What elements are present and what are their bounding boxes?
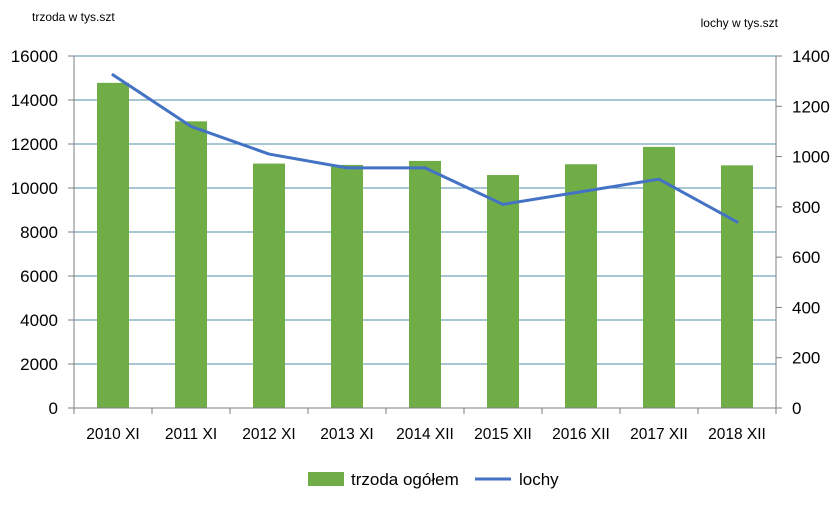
line-point — [111, 73, 115, 77]
left-axis-tick-label: 14000 — [11, 91, 58, 110]
x-axis-tick-label: 2016 XII — [552, 426, 610, 443]
line-point — [501, 202, 505, 206]
right-axis-tick-label: 600 — [792, 248, 820, 267]
line-point — [657, 177, 661, 181]
bar — [565, 164, 597, 408]
left-axis-tick-label: 4000 — [20, 311, 58, 330]
left-axis-tick-label: 10000 — [11, 179, 58, 198]
x-axis-tick-label: 2014 XII — [396, 426, 454, 443]
line-point — [423, 166, 427, 170]
right-axis-tick-label: 1400 — [792, 47, 830, 66]
bar — [643, 146, 675, 409]
bar-series — [97, 82, 753, 409]
bar — [409, 160, 441, 408]
x-axis-tick-label: 2015 XII — [474, 426, 532, 443]
left-axis-tick-label: 12000 — [11, 135, 58, 154]
right-axis-tick-label: 0 — [792, 399, 801, 418]
bar — [331, 164, 363, 408]
x-axis-tick-label: 2018 XII — [708, 426, 766, 443]
left-axis-tick-label: 8000 — [20, 223, 58, 242]
left-axis-unit-label: trzoda w tys.szt — [32, 10, 115, 24]
axes: 0 2000 4000 6000 8000 10000 12000 14000 16000 0 20… — [11, 47, 830, 443]
legend: trzoda ogółem lochy — [308, 470, 559, 489]
right-axis-tick-label: 1000 — [792, 148, 830, 167]
bar — [97, 82, 129, 408]
line-point — [579, 190, 583, 194]
bar — [487, 175, 519, 408]
right-axis-tick-label: 200 — [792, 349, 820, 368]
line-series — [111, 73, 739, 224]
bar — [253, 163, 285, 408]
line-point — [735, 220, 739, 224]
legend-label-lochy: lochy — [519, 470, 559, 489]
legend-label-trzoda: trzoda ogółem — [351, 470, 459, 489]
bar — [175, 121, 207, 408]
x-axis-tick-label: 2013 XI — [320, 426, 373, 443]
line-point — [345, 166, 349, 170]
legend-swatch-trzoda — [308, 472, 344, 486]
right-axis-tick-label: 800 — [792, 198, 820, 217]
line-point — [189, 124, 193, 128]
left-axis-tick-label: 2000 — [20, 355, 58, 374]
right-axis-tick-label: 1200 — [792, 97, 830, 116]
right-axis-unit-label: lochy w tys.szt — [701, 16, 779, 30]
x-axis-tick-label: 2012 XI — [242, 426, 295, 443]
x-axis-tick-label: 2010 XI — [86, 426, 139, 443]
right-axis-tick-label: 400 — [792, 298, 820, 317]
x-axis-tick-label: 2011 XI — [165, 426, 217, 443]
left-axis-tick-label: 16000 — [11, 47, 58, 66]
line-point — [267, 152, 271, 156]
left-axis-tick-label: 0 — [49, 399, 58, 418]
x-axis-tick-label: 2017 XII — [630, 426, 688, 443]
bar — [721, 165, 753, 408]
left-axis-tick-label: 6000 — [20, 267, 58, 286]
